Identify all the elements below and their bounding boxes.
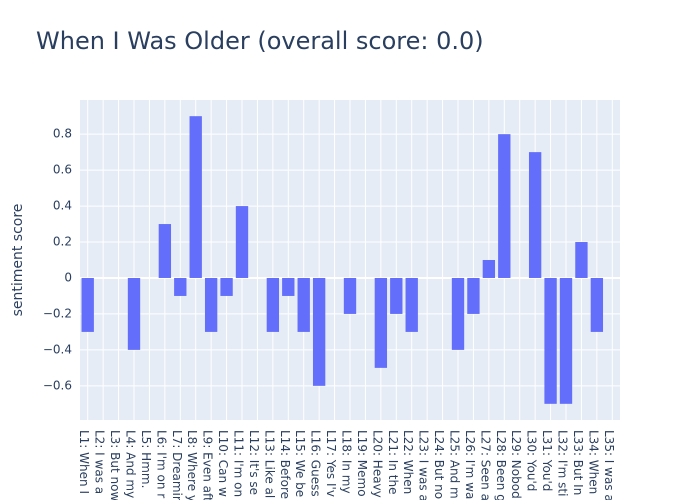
x-tick-label: L19: Memo [355, 430, 369, 497]
y-tick-label: 0.4 [53, 199, 72, 213]
bar [235, 206, 249, 278]
x-tick-label: L28: Been g [494, 430, 508, 500]
bar [374, 277, 388, 368]
x-tick-label: L14: Before [278, 430, 292, 499]
x-tick-label: L29: Nobod [509, 430, 523, 499]
x-tick-label: L4: And my [124, 430, 138, 498]
x-tick-label: L32: I'm sti [556, 430, 570, 496]
bar [559, 277, 573, 404]
bar [127, 277, 141, 350]
x-tick-label: L16: Guess [309, 430, 323, 497]
y-tick-label: 0.6 [53, 163, 72, 177]
bar [498, 134, 511, 278]
bar [266, 277, 280, 332]
bar [451, 277, 465, 350]
x-tick-label: L10: Can w [216, 430, 230, 497]
y-tick-label: −0.4 [43, 342, 72, 356]
x-tick-label: L13: Like al [262, 430, 276, 498]
x-tick-label: L26: I'm wa [463, 430, 477, 499]
y-tick-label: −0.2 [43, 306, 72, 320]
x-tick-label: L8: Where y [185, 430, 199, 500]
x-tick-label: L35: I was a [602, 430, 616, 500]
y-tick-label: 0.8 [53, 127, 72, 141]
x-tick-label: L33: But In [571, 430, 585, 495]
y-tick-label: 0 [64, 270, 72, 284]
bar [467, 277, 480, 314]
bar [297, 277, 310, 332]
bar [189, 116, 202, 278]
chart-title: When I Was Older (overall score: 0.0) [36, 27, 484, 55]
x-tick-label: L18: In my [340, 430, 354, 494]
bar [405, 277, 418, 332]
x-tick-label: L30: You'd [525, 430, 539, 491]
bar [544, 277, 557, 404]
bar [158, 224, 172, 278]
x-tick-label: L23: I was a [417, 430, 431, 500]
x-tick-label: L15: We be [293, 430, 307, 497]
x-tick-label: L22: When [401, 430, 415, 494]
bar [590, 277, 604, 332]
bar [81, 277, 94, 332]
bar [390, 277, 403, 314]
bar [174, 277, 187, 296]
x-tick-label: L17: Yes I'v [324, 430, 338, 497]
bar [204, 277, 218, 332]
y-tick-label: 0.2 [53, 235, 72, 249]
x-tick-label: L5: Hmm. [139, 430, 153, 488]
bar [528, 152, 542, 278]
x-tick-label: L31: You'd [540, 430, 554, 491]
bar [343, 277, 357, 314]
y-axis-label: sentiment score [10, 204, 26, 317]
x-tick-label: L27: Seen a [478, 430, 492, 500]
x-tick-label: L21: In the [386, 430, 400, 494]
x-tick-label: L24: But no [432, 430, 446, 499]
x-tick-label: L25: And m [448, 430, 462, 499]
x-tick-label: L6: I'm on r [154, 430, 168, 498]
bar [312, 277, 326, 386]
bar [482, 260, 496, 278]
bar [220, 277, 233, 296]
x-tick-label: L3: But now [108, 430, 122, 500]
x-tick-label: L11: I'm on [232, 430, 246, 497]
x-tick-label: L12: It's se [247, 430, 261, 495]
x-tick-label: L2: I was a [93, 430, 107, 494]
y-tick-label: −0.6 [43, 378, 72, 392]
x-tick-label: L7: Dreamir [170, 430, 184, 500]
bar [575, 242, 588, 278]
x-tick-label: L9: Even aft [201, 430, 215, 500]
x-tick-label: L20: Heavy [370, 430, 384, 498]
x-tick-label: L34: When [586, 430, 600, 494]
x-tick-label: L1: When I [77, 430, 91, 494]
bar [282, 277, 295, 296]
